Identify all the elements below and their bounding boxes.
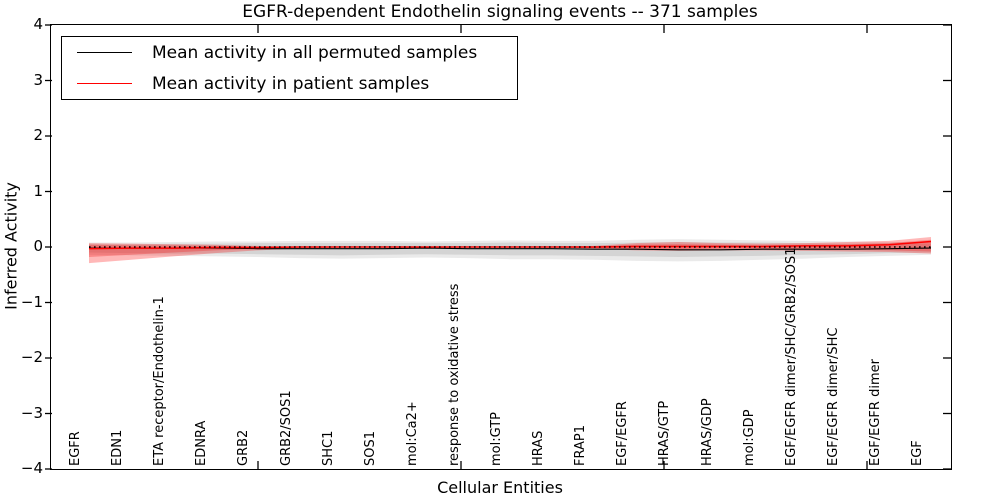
y-tick-label: −1 [20, 292, 43, 311]
x-tick-label: SHC1 [320, 430, 336, 466]
x-tick-label: EDNRA [194, 420, 210, 466]
chart-title: EGFR-dependent Endothelin signaling even… [242, 2, 758, 22]
x-tick-label: HRAS/GTP [657, 400, 673, 466]
x-tick-label: EGF/EGFR [615, 401, 631, 466]
x-tick-label: mol:GTP [489, 412, 504, 466]
y-tick-label: 3 [33, 70, 43, 89]
x-tick-label: EGF [910, 440, 925, 466]
plot-area: EGFR EDN1 ETA receptor/Endothelin-1 EDNRA GR… [45, 24, 952, 470]
chart-canvas [45, 24, 951, 470]
x-tick-label: SOS1 [362, 430, 378, 466]
patient-line-swatch [77, 83, 132, 84]
x-tick-label: EGF/EGFR dimer [867, 359, 883, 466]
y-tick-label: 4 [33, 15, 43, 33]
permuted-std-outer-band [89, 239, 931, 262]
x-tick-label: ETA receptor/Endothelin-1 [152, 296, 168, 466]
x-tick-label: GRB2/SOS1 [278, 390, 294, 466]
x-tick-label: mol:GDP [741, 409, 757, 466]
patient-std-outer-band [89, 237, 931, 264]
y-tick-label: 0 [33, 237, 43, 255]
x-tick-label: FRAP1 [573, 425, 589, 466]
x-tick-label: EGF/EGFR dimer/SHC [825, 327, 841, 466]
x-tick-label: HRAS [531, 430, 547, 466]
legend: Mean activity in all permuted samples Me… [61, 36, 518, 100]
x-tick-label: EGF/EGFR dimer/SHC/GRB2/SOS1 [783, 247, 799, 467]
x-tick-label: EGFR [68, 431, 83, 466]
legend-label-permuted: Mean activity in all permuted samples [152, 42, 478, 63]
legend-entry-patient: Mean activity in patient samples [62, 74, 517, 94]
x-tick-label: EDN1 [110, 429, 126, 466]
y-tick-label: 1 [33, 181, 43, 200]
y-tick-label: −3 [20, 403, 43, 422]
x-tick-label: HRAS/GDP [699, 398, 715, 466]
x-axis-label: Cellular Entities [437, 478, 563, 497]
y-tick-label: −2 [20, 348, 43, 366]
y-tick-label: 2 [33, 126, 43, 144]
y-tick-label: −4 [20, 459, 43, 477]
x-tick-label: mol:Ca2+ [404, 401, 420, 466]
x-tick-label: response to oxidative stress [446, 283, 462, 466]
legend-entry-permuted: Mean activity in all permuted samples [62, 43, 517, 63]
permuted-line-swatch [77, 52, 132, 53]
x-tick-label: GRB2 [236, 429, 252, 466]
legend-label-patient: Mean activity in patient samples [152, 73, 430, 94]
